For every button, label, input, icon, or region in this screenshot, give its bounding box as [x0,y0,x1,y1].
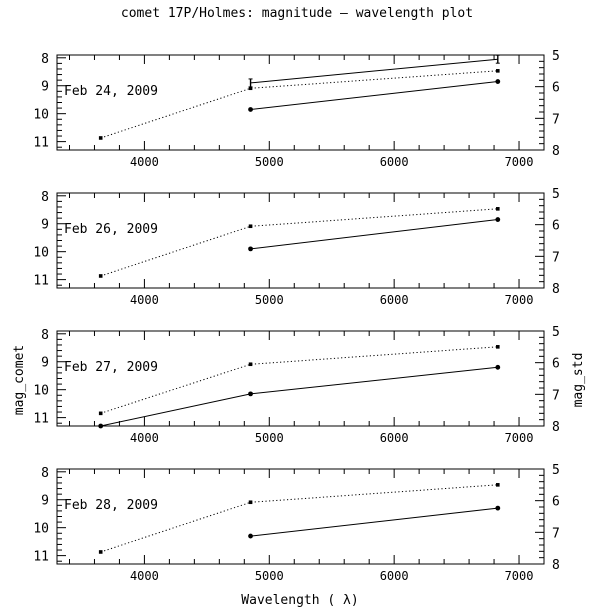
data-point [495,69,500,73]
x-tick-label: 5000 [255,569,284,583]
plot-frame [56,468,545,565]
panel-4: 4000 5000 6000 7000 8 9 10 11 5 6 7 8 Feb 28, 2009 [33,463,559,583]
series-line [100,366,498,427]
y-tick-label-left: 8 [41,466,49,481]
y-tick-label-left: 10 [33,522,49,537]
x-tick-label: 7000 [505,293,534,307]
y-tick-label-right: 7 [552,526,560,541]
data-point [98,423,104,429]
data-point [248,86,253,91]
y-tick-label-right: 6 [552,495,560,510]
x-tick-label: 5000 [255,431,284,445]
y-tick-label-right: 5 [552,463,560,478]
plot-frame [56,192,545,289]
data-point [495,364,501,370]
y-tick-label-right: 8 [552,282,560,297]
data-point [495,483,500,487]
x-axis-label: Wavelength ( λ) [241,593,358,608]
plot-frame [56,54,545,151]
series-line [250,81,498,110]
plot-frame [56,330,545,427]
y-tick-label-right: 6 [552,81,560,96]
panel-2: 4000 5000 6000 7000 8 9 10 11 5 6 7 8 Feb 26, 2009 [33,187,559,307]
y-tick-label-left: 9 [41,80,49,95]
y-tick-label-right: 7 [552,388,560,403]
x-tick-label: 6000 [380,155,409,169]
y-axis-label-left: mag_comet [12,345,27,415]
data-point [495,345,500,349]
panel-3: 4000 5000 6000 7000 8 9 10 11 5 6 7 8 Feb 27, 2009 [33,325,559,445]
series-line [250,58,498,84]
y-axis-label-right: mag_std [571,353,586,408]
y-tick-label-left: 11 [33,136,49,151]
data-point [495,79,501,84]
panel-date-label: Feb 28, 2009 [64,498,158,513]
series-line [250,507,498,537]
x-tick-label: 6000 [380,431,409,445]
y-tick-label-left: 8 [41,52,49,67]
data-point [248,500,253,505]
series-line [100,208,498,277]
x-tick-label: 7000 [505,155,534,169]
y-tick-label-left: 8 [41,190,49,205]
panel-1: 4000 5000 6000 7000 8 9 10 11 5 6 7 8 Feb 24, 2009 [33,49,559,169]
y-tick-label-right: 8 [552,144,560,159]
y-tick-label-right: 6 [552,219,560,234]
panel-date-label: Feb 27, 2009 [64,360,158,375]
data-point [98,411,103,416]
y-tick-label-right: 5 [552,49,560,64]
y-tick-label-left: 11 [33,274,49,289]
data-point [248,224,253,229]
data-point [248,362,253,367]
y-tick-label-left: 9 [41,218,49,233]
y-tick-label-right: 7 [552,112,560,127]
series-line [100,346,498,414]
x-tick-label: 5000 [255,293,284,307]
y-tick-label-left: 8 [41,328,49,343]
x-tick-label: 7000 [505,431,534,445]
y-tick-label-right: 8 [552,558,560,573]
y-tick-label-right: 5 [552,187,560,202]
y-tick-label-right: 5 [552,325,560,340]
y-tick-label-left: 11 [33,550,49,565]
data-point [495,207,500,211]
y-tick-label-left: 9 [41,494,49,509]
x-tick-label: 6000 [380,569,409,583]
chart-title: comet 17P/Holmes: magnitude – wavelength… [121,6,473,21]
data-point [495,505,501,511]
x-tick-label: 7000 [505,569,534,583]
x-tick-label: 4000 [130,155,159,169]
y-tick-label-left: 11 [33,412,49,427]
y-tick-label-left: 10 [33,246,49,261]
data-point [248,533,253,539]
data-point [248,246,253,252]
y-tick-label-left: 10 [33,108,49,123]
x-tick-label: 4000 [130,431,159,445]
y-tick-label-left: 9 [41,356,49,371]
data-point [98,550,103,554]
series-line [100,484,498,553]
data-point [495,217,501,222]
data-point [98,274,103,278]
x-tick-label: 4000 [130,293,159,307]
series-line [250,219,498,250]
data-point [98,136,103,140]
y-tick-label-right: 8 [552,420,560,435]
data-point [248,391,253,397]
panel-date-label: Feb 26, 2009 [64,222,158,237]
y-tick-label-left: 10 [33,384,49,399]
x-tick-label: 4000 [130,569,159,583]
y-tick-label-right: 6 [552,357,560,372]
panel-date-label: Feb 24, 2009 [64,84,158,99]
x-tick-label: 6000 [380,293,409,307]
x-tick-label: 5000 [255,155,284,169]
y-tick-label-right: 7 [552,250,560,265]
data-point [248,107,253,112]
